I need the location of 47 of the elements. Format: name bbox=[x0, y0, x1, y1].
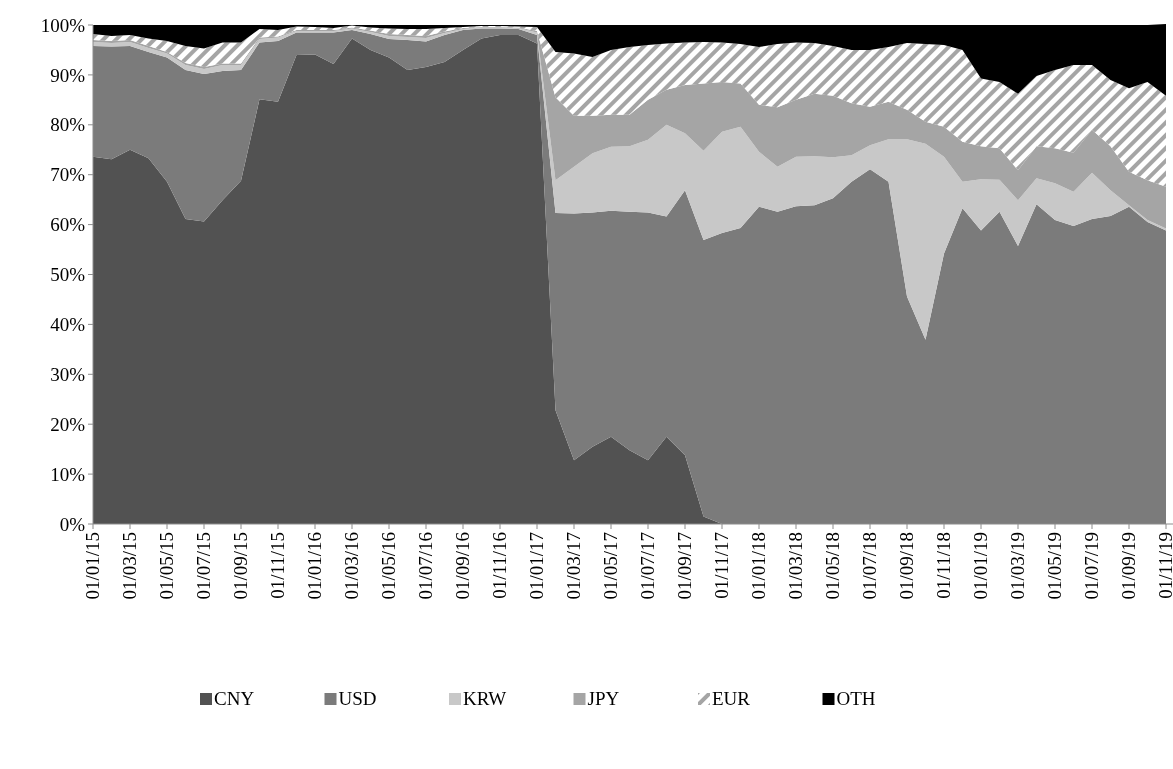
x-tick-label: 01/01/17 bbox=[526, 532, 547, 600]
y-tick-label: 40% bbox=[50, 314, 86, 336]
x-tick-label: 01/09/17 bbox=[674, 532, 695, 600]
y-tick-label: 20% bbox=[50, 413, 86, 435]
y-tick-label: 100% bbox=[40, 14, 86, 36]
x-tick-label: 01/01/16 bbox=[304, 532, 325, 600]
x-tick-label: 01/07/16 bbox=[415, 532, 436, 600]
x-tick-label: 01/11/18 bbox=[933, 532, 954, 599]
y-tick-label: 50% bbox=[50, 264, 86, 286]
y-tick-label: 70% bbox=[50, 164, 86, 186]
x-tick-label: 01/05/16 bbox=[378, 532, 399, 600]
x-tick-label: 01/07/15 bbox=[193, 532, 214, 600]
legend-label: JPY bbox=[587, 688, 620, 709]
y-tick-label: 80% bbox=[50, 114, 86, 136]
x-tick-label: 01/03/16 bbox=[341, 532, 362, 600]
x-tick-label: 01/09/15 bbox=[230, 532, 251, 600]
x-tick-label: 01/05/18 bbox=[822, 532, 843, 600]
x-tick-label: 01/01/19 bbox=[970, 532, 991, 600]
y-tick-label: 90% bbox=[50, 64, 86, 86]
legend-label: KRW bbox=[463, 688, 507, 709]
y-tick-label: 30% bbox=[50, 363, 86, 385]
x-tick-label: 01/11/16 bbox=[489, 532, 510, 599]
x-tick-label: 01/11/17 bbox=[711, 532, 732, 599]
x-tick-label: 01/05/17 bbox=[600, 532, 621, 600]
x-tick-label: 01/01/18 bbox=[748, 532, 769, 600]
legend-label: EUR bbox=[712, 688, 751, 709]
x-tick-label: 01/09/18 bbox=[896, 532, 917, 600]
legend-label: CNY bbox=[214, 688, 255, 709]
x-tick-label: 01/03/17 bbox=[563, 532, 584, 600]
x-tick-label: 01/07/17 bbox=[637, 532, 658, 600]
x-tick-label: 01/09/19 bbox=[1118, 532, 1139, 600]
x-tick-label: 01/05/15 bbox=[156, 532, 177, 600]
x-tick-label: 01/07/19 bbox=[1081, 532, 1102, 600]
x-tick-label: 01/05/19 bbox=[1044, 532, 1065, 600]
x-tick-label: 01/03/19 bbox=[1007, 532, 1028, 600]
x-tick-label: 01/11/15 bbox=[267, 532, 288, 599]
x-tick-label: 01/11/19 bbox=[1155, 532, 1173, 599]
x-tick-label: 01/07/18 bbox=[859, 532, 880, 600]
x-tick-label: 01/01/15 bbox=[82, 532, 103, 600]
x-tick-label: 01/03/18 bbox=[785, 532, 806, 600]
x-tick-label: 01/09/16 bbox=[452, 532, 473, 600]
x-tick-label: 01/03/15 bbox=[119, 532, 140, 600]
legend-label: USD bbox=[338, 688, 377, 709]
y-tick-label: 10% bbox=[50, 463, 86, 485]
legend-label: OTH bbox=[836, 688, 876, 709]
y-tick-label: 0% bbox=[59, 513, 86, 535]
y-tick-label: 60% bbox=[50, 214, 86, 236]
